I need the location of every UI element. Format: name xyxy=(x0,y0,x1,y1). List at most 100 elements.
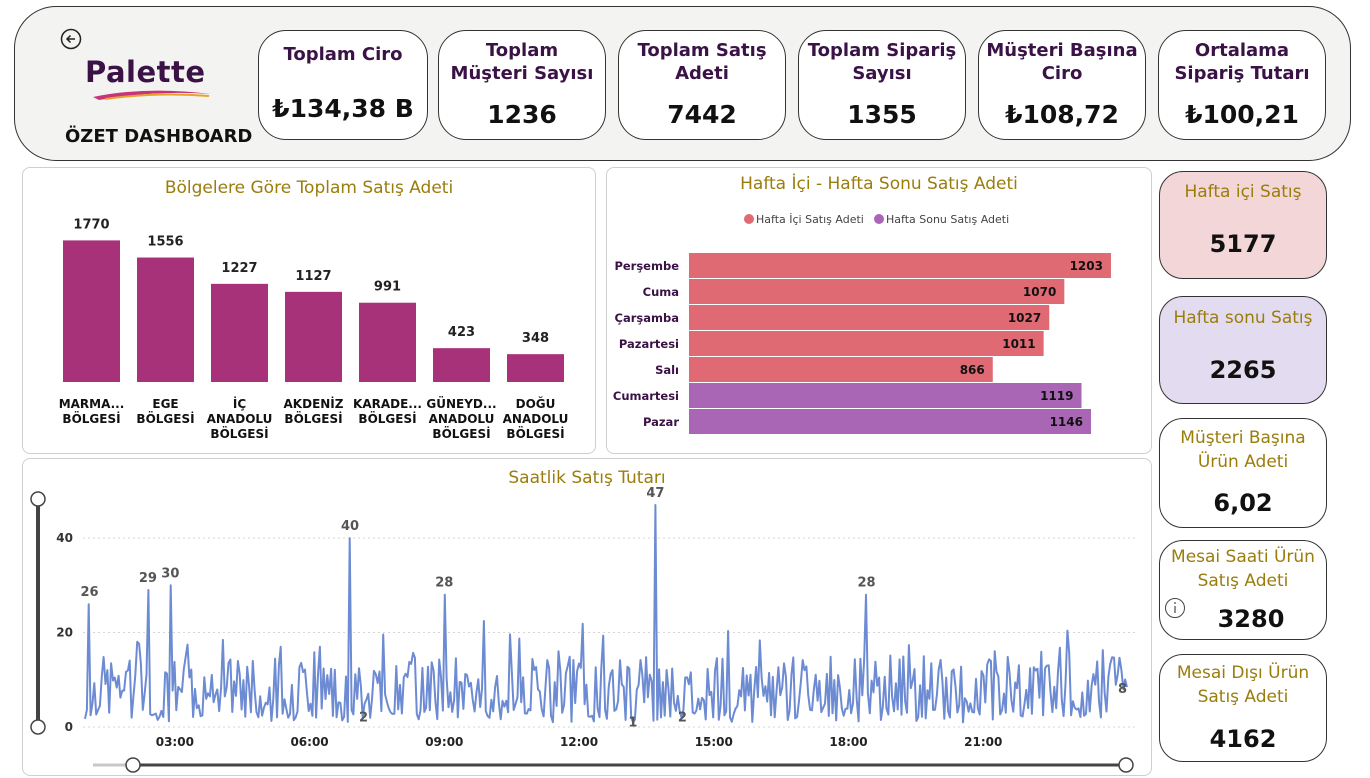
off-hours-sales-card: Mesai Dışı Ürün Satış Adeti 4162 xyxy=(1159,654,1327,762)
palette-logo: Palette xyxy=(71,55,221,105)
data-label: 866 xyxy=(960,363,985,377)
day-bar-chart[interactable]: Hafta İçi Satış Adeti Hafta Sonu Satış Ad… xyxy=(607,168,1151,453)
kpi-value: ₺134,38 B xyxy=(272,94,414,123)
card-value: 6,02 xyxy=(1213,489,1273,517)
y-tick-label: 40 xyxy=(56,531,73,545)
card-value: 3280 xyxy=(1217,605,1285,633)
data-label: 8 xyxy=(1118,682,1127,697)
kpi-card-revenue-per-customer: Müşteri Başına Ciro ₺108,72 xyxy=(978,30,1146,140)
data-label: 348 xyxy=(522,331,549,346)
legend-weekday-label: Hafta İçi Satış Adeti xyxy=(756,213,864,226)
category-label: Pazar xyxy=(643,415,679,429)
kpi-value: 1236 xyxy=(487,100,557,129)
info-icon[interactable] xyxy=(1164,597,1186,619)
card-label: Mesai Dışı Ürün Satış Adeti xyxy=(1176,663,1310,707)
bar[interactable] xyxy=(433,348,490,382)
products-per-customer-card: Müşteri Başına Ürün Adeti 6,02 xyxy=(1159,418,1327,528)
chart-title: Saatlik Satış Tutarı xyxy=(508,468,666,488)
bar[interactable] xyxy=(689,305,1050,330)
tick-label: KARADE... BÖLGESİ xyxy=(353,397,422,426)
tick-label: İÇ ANADOLU BÖLGESİ xyxy=(207,396,273,441)
category-label: Cumartesi xyxy=(613,389,679,403)
kpi-card-total-customers: Toplam Müşteri Sayısı 1236 xyxy=(438,30,606,140)
data-label: 30 xyxy=(161,566,179,581)
x-tick-label: 18:00 xyxy=(829,735,867,749)
x-tick-label: 06:00 xyxy=(290,735,328,749)
bar[interactable] xyxy=(689,253,1111,278)
logo-text: Palette xyxy=(85,55,206,89)
bar[interactable] xyxy=(689,331,1044,356)
kpi-card-avg-order: Ortalama Sipariş Tutarı ₺100,21 xyxy=(1158,30,1326,140)
data-label: 1146 xyxy=(1050,415,1083,429)
data-label: 991 xyxy=(374,280,401,295)
bar[interactable] xyxy=(137,257,194,382)
x-tick-label: 15:00 xyxy=(695,735,733,749)
data-label: 1127 xyxy=(295,269,331,284)
data-label: 2 xyxy=(359,711,368,726)
bar[interactable] xyxy=(689,357,993,382)
weekday-weekend-panel: Hafta İçi - Hafta Sonu Satış Adeti Hafta… xyxy=(606,167,1152,454)
kpi-card-total-orders: Toplam Sipariş Sayısı 1355 xyxy=(798,30,966,140)
kpi-value: ₺108,72 xyxy=(1005,100,1119,129)
card-label: Hafta içi Satış xyxy=(1184,182,1302,202)
bar[interactable] xyxy=(63,240,120,382)
weekday-sales-card: Hafta içi Satış 5177 xyxy=(1159,171,1327,279)
data-label: 26 xyxy=(80,585,98,600)
card-value: 4162 xyxy=(1209,725,1277,753)
card-value: 5177 xyxy=(1209,230,1277,258)
kpi-label: Toplam Ciro xyxy=(283,44,403,65)
x-range-slider-handle-right[interactable] xyxy=(1118,757,1134,773)
y-range-slider-handle-top[interactable] xyxy=(30,491,46,507)
card-label: Mesai Saati Ürün Satış Adeti xyxy=(1171,547,1315,591)
legend-weekend-label: Hafta Sonu Satış Adeti xyxy=(886,213,1009,226)
bar[interactable] xyxy=(359,302,416,382)
legend-weekend-marker xyxy=(874,214,884,224)
chart-title: Bölgelere Göre Toplam Satış Adeti xyxy=(164,178,454,198)
data-label: 1011 xyxy=(1002,337,1035,351)
data-label: 2 xyxy=(678,711,687,726)
bar[interactable] xyxy=(507,354,564,382)
data-label: 1227 xyxy=(221,261,257,276)
category-label: Cuma xyxy=(643,285,679,299)
tick-label: AKDENİZ BÖLGESİ xyxy=(284,396,344,426)
logo-swoosh-icon xyxy=(93,90,211,100)
y-tick-label: 20 xyxy=(56,626,73,640)
bar[interactable] xyxy=(285,291,342,382)
data-label: 29 xyxy=(139,571,157,586)
kpi-card-total-revenue: Toplam Ciro ₺134,38 B xyxy=(258,30,428,140)
category-label: Salı xyxy=(655,363,679,377)
x-tick-label: 21:00 xyxy=(964,735,1002,749)
kpi-label: Ortalama Sipariş Tutarı xyxy=(1174,40,1310,84)
data-label: 423 xyxy=(448,325,475,340)
kpi-value: 7442 xyxy=(667,100,737,129)
kpi-label: Toplam Satış Adeti xyxy=(637,40,767,84)
page-title: ÖZET DASHBOARD xyxy=(65,126,253,147)
data-label: 40 xyxy=(341,519,359,534)
tick-label: DOĞU ANADOLU BÖLGESİ xyxy=(503,396,569,441)
legend-weekday-marker xyxy=(744,214,754,224)
weekend-sales-card: Hafta sonu Satış 2265 xyxy=(1159,296,1327,404)
work-hours-sales-card: Mesai Saati Ürün Satış Adeti 3280 xyxy=(1159,540,1327,640)
data-label: 1556 xyxy=(147,235,183,250)
bar[interactable] xyxy=(689,279,1065,304)
x-range-slider-handle-left[interactable] xyxy=(125,757,141,773)
category-label: Pazartesi xyxy=(619,337,679,351)
kpi-card-total-sales-qty: Toplam Satış Adeti 7442 xyxy=(618,30,786,140)
back-arrow-icon[interactable] xyxy=(60,28,82,50)
bar[interactable] xyxy=(689,409,1091,434)
y-range-slider-handle-bottom[interactable] xyxy=(30,719,46,735)
category-label: Çarşamba xyxy=(615,311,679,325)
series-line[interactable] xyxy=(84,504,1128,724)
region-bar-chart[interactable]: 1770 MARMA... BÖLGESİ 1556 EGE BÖLGESİ 1227 İÇ A… xyxy=(23,168,595,453)
x-tick-label: 12:00 xyxy=(560,735,598,749)
card-value: 2265 xyxy=(1209,356,1277,384)
bar[interactable] xyxy=(211,283,268,382)
kpi-label: Toplam Sipariş Sayısı xyxy=(807,40,957,84)
data-label: 1119 xyxy=(1040,389,1073,403)
kpi-value: ₺100,21 xyxy=(1185,100,1299,129)
bar[interactable] xyxy=(689,383,1082,408)
data-label: 1070 xyxy=(1023,285,1056,299)
data-label: 1 xyxy=(628,715,637,730)
data-label: 1027 xyxy=(1008,311,1041,325)
hourly-line-chart[interactable]: 0 20 40 03:00 06:00 09:00 12:00 15:00 18:00 21:00… xyxy=(23,459,1151,775)
